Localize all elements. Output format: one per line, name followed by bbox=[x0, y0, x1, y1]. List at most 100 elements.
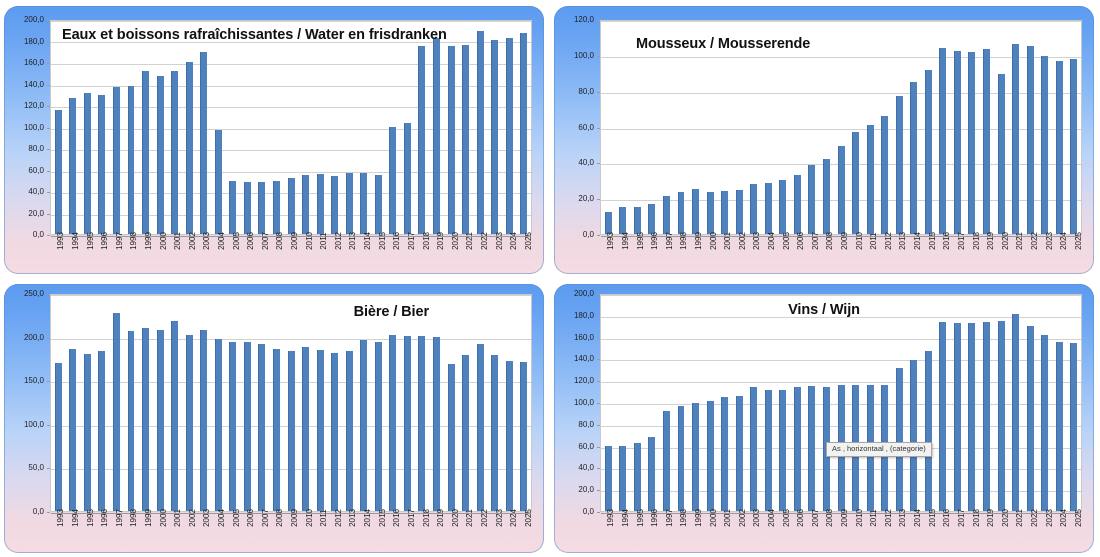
bar-cell[interactable] bbox=[863, 21, 878, 234]
bar-cell[interactable] bbox=[458, 21, 473, 234]
bar-cell[interactable] bbox=[182, 21, 197, 234]
bar-cell[interactable] bbox=[124, 21, 139, 234]
bar-2010[interactable] bbox=[302, 175, 310, 234]
bar-2002[interactable] bbox=[185, 61, 193, 234]
bar-1993[interactable] bbox=[54, 363, 62, 511]
bar-cell[interactable] bbox=[790, 21, 805, 234]
y-axis-labels-eaux[interactable]: 0,0 20,0 40,0 60,0 80,0 100,0 120,0 140,0 160,0 1… bbox=[8, 16, 44, 239]
bar-cell[interactable] bbox=[674, 21, 689, 234]
bar-cell[interactable] bbox=[863, 295, 878, 511]
bar-2022[interactable] bbox=[476, 31, 484, 234]
bar-cell[interactable] bbox=[834, 21, 849, 234]
bar-1999[interactable] bbox=[142, 70, 150, 234]
bar-cell[interactable] bbox=[848, 295, 863, 511]
bar-2019[interactable] bbox=[983, 322, 990, 511]
bar-cell[interactable] bbox=[776, 295, 791, 511]
bar-cell[interactable] bbox=[138, 21, 153, 234]
bar-cell[interactable] bbox=[819, 295, 834, 511]
bar-1993[interactable] bbox=[54, 109, 62, 234]
y-axis-labels-vins[interactable]: 0,0 20,0 40,0 60,0 80,0 100,0 120,0 140,0 160,0 1… bbox=[558, 290, 594, 516]
bar-2010[interactable] bbox=[852, 132, 860, 234]
bar-1996[interactable] bbox=[98, 350, 106, 511]
bar-cell[interactable] bbox=[950, 295, 965, 511]
bar-1994[interactable] bbox=[69, 97, 77, 234]
bar-2016[interactable] bbox=[939, 48, 947, 234]
bar-cell[interactable] bbox=[255, 21, 270, 234]
bar-cell[interactable] bbox=[819, 21, 834, 234]
bar-cell[interactable] bbox=[717, 21, 732, 234]
bar-cell[interactable] bbox=[921, 295, 936, 511]
bar-1995[interactable] bbox=[633, 206, 641, 234]
bar-2020[interactable] bbox=[997, 74, 1005, 234]
bar-cell[interactable] bbox=[342, 295, 357, 511]
bar-2023[interactable] bbox=[491, 39, 499, 234]
bar-cell[interactable] bbox=[502, 295, 517, 511]
bar-2012[interactable] bbox=[331, 176, 339, 234]
x-axis-labels-mousseux[interactable]: 1993 1994 1995 1996 1997 1998 1999 2000 2001 2002… bbox=[600, 232, 1083, 274]
bar-cell[interactable] bbox=[167, 295, 182, 511]
bar-cell[interactable] bbox=[429, 295, 444, 511]
bar-2022[interactable] bbox=[476, 344, 484, 511]
bar-cell[interactable] bbox=[1052, 21, 1067, 234]
bar-2008[interactable] bbox=[272, 349, 280, 511]
bar-cell[interactable] bbox=[196, 295, 211, 511]
bar-2001[interactable] bbox=[721, 397, 729, 511]
bar-cell[interactable] bbox=[994, 21, 1009, 234]
bar-cell[interactable] bbox=[66, 21, 81, 234]
bar-2000[interactable] bbox=[706, 400, 714, 511]
bar-cell[interactable] bbox=[790, 295, 805, 511]
bar-2003[interactable] bbox=[200, 52, 208, 234]
bar-2017[interactable] bbox=[953, 50, 961, 234]
bar-cell[interactable] bbox=[1067, 295, 1082, 511]
bar-cell[interactable] bbox=[327, 295, 342, 511]
chart-title-vins[interactable]: Vins / Wijn bbox=[788, 302, 860, 318]
bar-2022[interactable] bbox=[1026, 326, 1034, 511]
bar-1997[interactable] bbox=[112, 87, 120, 234]
plot-area-vins[interactable] bbox=[600, 294, 1082, 514]
bar-2005[interactable] bbox=[229, 342, 237, 511]
bar-2011[interactable] bbox=[866, 125, 874, 234]
bar-2007[interactable] bbox=[258, 343, 266, 511]
bar-cell[interactable] bbox=[659, 21, 674, 234]
bar-1996[interactable] bbox=[98, 95, 106, 234]
bar-cell[interactable] bbox=[906, 21, 921, 234]
bar-cell[interactable] bbox=[936, 21, 951, 234]
bar-2015[interactable] bbox=[924, 350, 932, 511]
bar-cell[interactable] bbox=[848, 21, 863, 234]
bar-cell[interactable] bbox=[936, 295, 951, 511]
bar-cell[interactable] bbox=[616, 295, 631, 511]
bar-cell[interactable] bbox=[429, 21, 444, 234]
bar-1993[interactable] bbox=[604, 212, 612, 234]
bar-cell[interactable] bbox=[386, 21, 401, 234]
bar-cell[interactable] bbox=[1023, 295, 1038, 511]
bar-cell[interactable] bbox=[298, 295, 313, 511]
bar-1999[interactable] bbox=[692, 402, 700, 511]
bar-2025[interactable] bbox=[520, 33, 528, 234]
bar-cell[interactable] bbox=[444, 295, 459, 511]
bar-2015[interactable] bbox=[924, 69, 932, 234]
bar-cell[interactable] bbox=[109, 295, 124, 511]
bar-cell[interactable] bbox=[601, 295, 616, 511]
bar-2024[interactable] bbox=[1055, 341, 1063, 511]
bar-cell[interactable] bbox=[211, 21, 226, 234]
bar-cell[interactable] bbox=[298, 21, 313, 234]
bar-2018[interactable] bbox=[418, 336, 426, 511]
bar-2001[interactable] bbox=[171, 321, 179, 511]
bar-2016[interactable] bbox=[389, 126, 397, 234]
bar-2023[interactable] bbox=[491, 354, 499, 511]
bar-cell[interactable] bbox=[400, 295, 415, 511]
bar-2013[interactable] bbox=[895, 96, 903, 234]
bar-cell[interactable] bbox=[95, 295, 110, 511]
bar-cell[interactable] bbox=[371, 295, 386, 511]
bar-2021[interactable] bbox=[1012, 44, 1020, 234]
bar-1995[interactable] bbox=[83, 353, 91, 511]
bar-cell[interactable] bbox=[342, 21, 357, 234]
bar-cell[interactable] bbox=[950, 21, 965, 234]
bar-cell[interactable] bbox=[458, 295, 473, 511]
bar-2014[interactable] bbox=[360, 173, 368, 234]
bar-cell[interactable] bbox=[703, 21, 718, 234]
bar-cell[interactable] bbox=[674, 295, 689, 511]
bar-cell[interactable] bbox=[1037, 295, 1052, 511]
bar-1997[interactable] bbox=[112, 313, 120, 511]
bar-cell[interactable] bbox=[645, 295, 660, 511]
